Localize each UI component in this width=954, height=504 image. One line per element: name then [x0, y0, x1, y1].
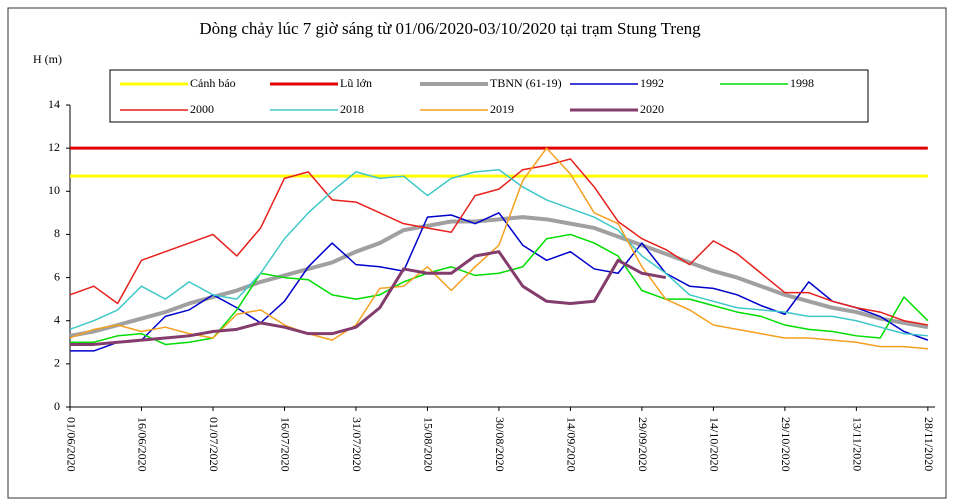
y-tick-label: 10: [48, 183, 60, 197]
chart-title: Dòng chảy lúc 7 giờ sáng từ 01/06/2020-0…: [199, 19, 701, 38]
x-tick-label: 01/06/2020: [64, 417, 78, 472]
y-tick-label: 14: [48, 97, 60, 111]
series-line: [69, 147, 928, 350]
chart-frame: [7, 7, 947, 499]
legend-label: 1992: [640, 76, 664, 90]
legend-label: 2018: [340, 102, 364, 116]
legend-label: 1998: [790, 76, 814, 90]
y-tick-label: 0: [54, 399, 60, 413]
series-line: [69, 215, 929, 338]
x-tick-label: 14/09/2020: [565, 417, 579, 472]
y-tick-label: 4: [54, 312, 60, 326]
legend-label: 2019: [490, 102, 514, 116]
y-tick-label: 2: [54, 356, 60, 370]
legend-label: 2020: [640, 102, 664, 116]
legend-label: Cảnh báo: [190, 76, 236, 90]
series-line: [69, 168, 928, 337]
series-line: [70, 212, 929, 352]
y-tick-label: 6: [54, 269, 60, 283]
x-tick-label: 16/06/2020: [136, 417, 150, 472]
series-line: [70, 250, 666, 346]
legend-label: 2000: [190, 102, 214, 116]
x-tick-label: 16/07/2020: [279, 417, 293, 472]
x-tick-label: 15/08/2020: [422, 417, 436, 472]
legend-label: TBNN (61-19): [490, 76, 562, 90]
y-tick-label: 8: [54, 226, 60, 240]
series-line: [69, 158, 928, 326]
legend: [109, 69, 869, 123]
x-tick-label: 28/11/2020: [922, 417, 936, 471]
y-axis-label: H (m): [33, 52, 62, 66]
y-tick-label: 12: [48, 140, 60, 154]
legend-label: Lũ lớn: [340, 76, 372, 90]
x-tick-label: 01/07/2020: [207, 417, 221, 472]
x-tick-label: 29/10/2020: [779, 417, 793, 472]
x-tick-label: 30/08/2020: [493, 417, 507, 472]
x-tick-label: 29/09/2020: [636, 417, 650, 472]
x-tick-label: 31/07/2020: [350, 417, 364, 472]
x-tick-label: 14/10/2020: [708, 417, 722, 472]
x-tick-label: 13/11/2020: [851, 417, 865, 471]
